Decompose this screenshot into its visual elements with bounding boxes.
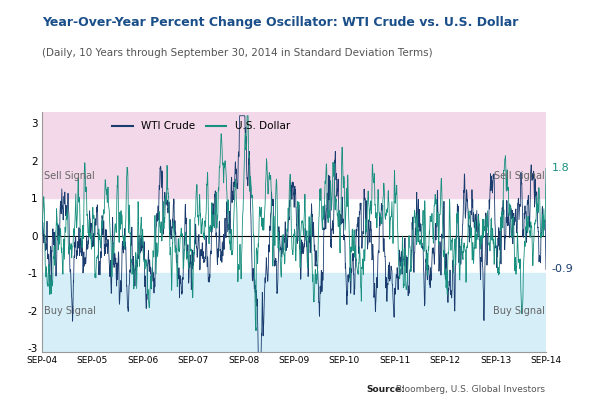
Text: Year-Over-Year Percent Change Oscillator: WTI Crude vs. U.S. Dollar: Year-Over-Year Percent Change Oscillator… [42, 16, 518, 29]
Text: Buy Signal: Buy Signal [44, 306, 95, 316]
Text: Buy Signal: Buy Signal [493, 306, 544, 316]
Text: Source:: Source: [366, 385, 405, 394]
Text: (Daily, 10 Years through September 30, 2014 in Standard Deviation Terms): (Daily, 10 Years through September 30, 2… [42, 48, 433, 58]
Text: Bloomberg, U.S. Global Investors: Bloomberg, U.S. Global Investors [393, 385, 545, 394]
Legend: WTI Crude, U.S. Dollar: WTI Crude, U.S. Dollar [107, 117, 294, 136]
Bar [42, 273, 546, 367]
Text: Sell Signal: Sell Signal [44, 171, 94, 181]
Text: -0.9: -0.9 [551, 264, 574, 274]
Text: 1.8: 1.8 [551, 163, 569, 173]
Bar [42, 104, 546, 198]
Text: Sell Signal: Sell Signal [494, 171, 544, 181]
